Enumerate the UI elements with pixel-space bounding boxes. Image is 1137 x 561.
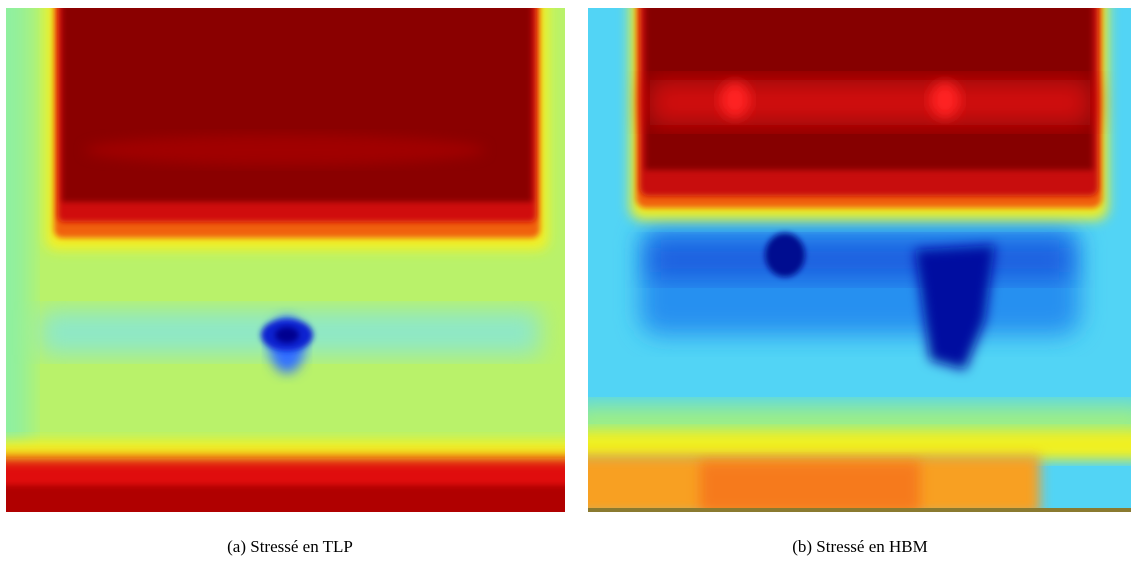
block-core (62, 8, 532, 202)
heatmap-b (588, 8, 1131, 512)
orange-deep (700, 462, 920, 512)
caption: (b) Stressé en HBM (792, 537, 928, 556)
spot-right (915, 245, 995, 370)
hot-spot (930, 82, 960, 118)
caption: (a) Stressé en TLP (227, 537, 353, 556)
blue-stripe (650, 240, 1070, 280)
heatmap-a (6, 8, 565, 512)
spot-left (765, 233, 805, 277)
edge (6, 8, 30, 512)
blue-core (275, 327, 299, 343)
ripple (85, 135, 485, 165)
hot-stripe (650, 80, 1090, 125)
bottom-edge (588, 508, 1131, 512)
hot-spot (720, 82, 750, 118)
dark-band (6, 485, 565, 512)
